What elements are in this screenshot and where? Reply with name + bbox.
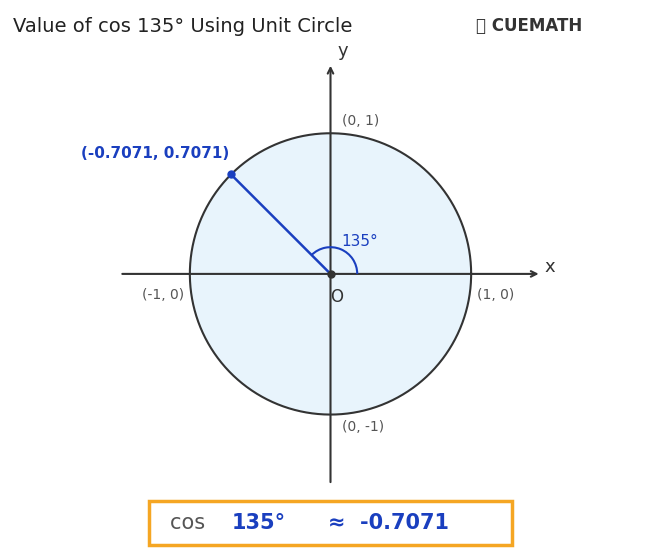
Text: x: x bbox=[544, 258, 555, 276]
Polygon shape bbox=[190, 133, 471, 415]
Text: (1, 0): (1, 0) bbox=[477, 288, 514, 302]
Text: y: y bbox=[338, 42, 348, 60]
Text: O: O bbox=[330, 288, 342, 306]
Text: Value of cos 135° Using Unit Circle: Value of cos 135° Using Unit Circle bbox=[13, 17, 352, 36]
FancyBboxPatch shape bbox=[149, 501, 512, 546]
Text: (0, 1): (0, 1) bbox=[342, 113, 379, 127]
Text: ≈  -0.7071: ≈ -0.7071 bbox=[328, 513, 449, 533]
Text: (0, -1): (0, -1) bbox=[342, 420, 384, 434]
Text: 🚀 CUEMATH: 🚀 CUEMATH bbox=[476, 17, 582, 35]
Text: (-0.7071, 0.7071): (-0.7071, 0.7071) bbox=[81, 146, 229, 162]
Text: (-1, 0): (-1, 0) bbox=[142, 288, 184, 302]
Text: cos: cos bbox=[171, 513, 212, 533]
Text: 135°: 135° bbox=[232, 513, 286, 533]
Text: 135°: 135° bbox=[342, 234, 379, 249]
